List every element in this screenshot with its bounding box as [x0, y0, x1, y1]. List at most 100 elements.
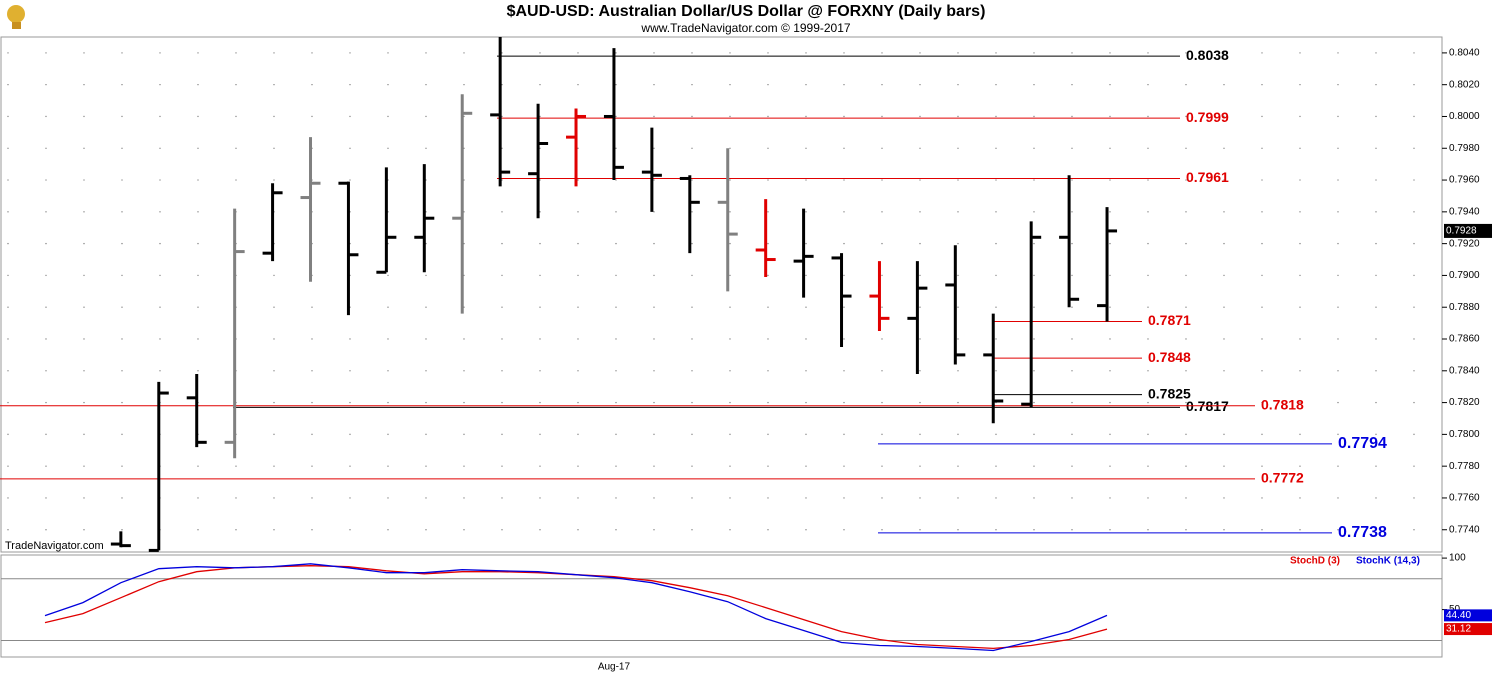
grid-dot: [957, 306, 959, 308]
grid-dot: [843, 306, 845, 308]
grid-dot: [539, 211, 541, 213]
grid-dot: [197, 52, 199, 54]
grid-dot: [767, 338, 769, 340]
grid-dot: [501, 529, 503, 531]
grid-dot: [1109, 83, 1111, 86]
grid-dot: [957, 147, 959, 149]
grid-dot: [1337, 306, 1339, 308]
grid-dot: [995, 83, 997, 86]
grid-dot: [1185, 497, 1187, 499]
y-tick-label: 0.8000: [1449, 111, 1480, 122]
level-label: 0.8038: [1186, 47, 1229, 63]
grid-dot: [273, 401, 275, 404]
grid-dot: [1261, 211, 1263, 213]
grid-dot: [729, 306, 731, 308]
grid-dot: [843, 179, 845, 181]
grid-dot: [1375, 370, 1377, 372]
grid-dot: [615, 529, 617, 531]
grid-dot: [45, 338, 47, 340]
grid-dot: [159, 370, 161, 372]
grid-dot: [1147, 179, 1149, 181]
grid-dot: [349, 52, 351, 54]
grid-dot: [767, 401, 769, 404]
grid-dot: [121, 83, 123, 86]
grid-dot: [995, 179, 997, 181]
grid-dot: [653, 115, 655, 118]
grid-dot: [1147, 147, 1149, 149]
grid-dot: [539, 306, 541, 308]
grid-dot: [311, 370, 313, 372]
grid-dot: [653, 306, 655, 308]
grid-dot: [83, 52, 85, 54]
grid-dot: [957, 52, 959, 54]
grid-dot: [767, 179, 769, 181]
grid-dot: [729, 52, 731, 54]
grid-dot: [273, 338, 275, 340]
y-tick-label: 0.7920: [1449, 238, 1480, 249]
grid-dot: [539, 115, 541, 118]
grid-dot: [1147, 370, 1149, 372]
grid-dot: [881, 306, 883, 308]
grid-dot: [1223, 529, 1225, 531]
grid-dot: [1261, 338, 1263, 340]
grid-dot: [273, 529, 275, 531]
grid-dot: [45, 242, 47, 245]
grid-dot: [995, 338, 997, 340]
grid-dot: [577, 401, 579, 404]
grid-dot: [843, 370, 845, 372]
grid-dot: [881, 370, 883, 372]
grid-dot: [957, 465, 959, 467]
grid-dot: [425, 465, 427, 467]
grid-dot: [881, 401, 883, 404]
level-label: 0.7794: [1338, 435, 1387, 452]
grid-dot: [197, 338, 199, 340]
grid-dot: [1299, 401, 1301, 404]
grid-dot: [805, 401, 807, 404]
grid-dot: [235, 115, 237, 118]
grid-dot: [1071, 433, 1073, 436]
grid-dot: [1223, 242, 1225, 245]
grid-dot: [767, 115, 769, 118]
grid-dot: [957, 433, 959, 436]
grid-dot: [995, 370, 997, 372]
grid-dot: [957, 83, 959, 86]
grid-dot: [1223, 83, 1225, 86]
grid-dot: [1299, 338, 1301, 340]
grid-dot: [843, 529, 845, 531]
legend-entry: StochK (14,3): [1356, 556, 1420, 567]
grid-dot: [83, 211, 85, 213]
grid-dot: [1033, 179, 1035, 181]
grid-dot: [615, 147, 617, 149]
last-price-label: 0.7928: [1446, 226, 1477, 237]
grid-dot: [577, 147, 579, 149]
grid-dot: [577, 370, 579, 372]
grid-dot: [45, 433, 47, 436]
grid-dot: [767, 497, 769, 499]
grid-dot: [1185, 179, 1187, 181]
grid-dot: [425, 497, 427, 499]
grid-dot: [1375, 433, 1377, 436]
grid-dot: [1375, 52, 1377, 54]
grid-dot: [1033, 115, 1035, 118]
grid-dot: [957, 338, 959, 340]
y-tick-label: 0.8020: [1449, 79, 1480, 90]
grid-dot: [1071, 401, 1073, 404]
grid-dot: [349, 401, 351, 404]
grid-dot: [653, 179, 655, 181]
grid-dot: [843, 497, 845, 499]
grid-dot: [121, 433, 123, 436]
grid-dot: [235, 83, 237, 86]
y-tick-label: 100: [1449, 553, 1466, 564]
grid-dot: [1147, 529, 1149, 531]
last-value-box: [1444, 609, 1492, 622]
grid-dot: [273, 83, 275, 86]
grid-dot: [1261, 179, 1263, 181]
grid-dot: [1413, 83, 1415, 86]
chart-title: $AUD-USD: Australian Dollar/US Dollar @ …: [507, 3, 986, 20]
grid-dot: [691, 179, 693, 181]
grid-dot: [691, 465, 693, 467]
grid-dot: [1223, 147, 1225, 149]
grid-dot: [843, 83, 845, 86]
grid-dot: [919, 401, 921, 404]
grid-dot: [1223, 465, 1225, 467]
